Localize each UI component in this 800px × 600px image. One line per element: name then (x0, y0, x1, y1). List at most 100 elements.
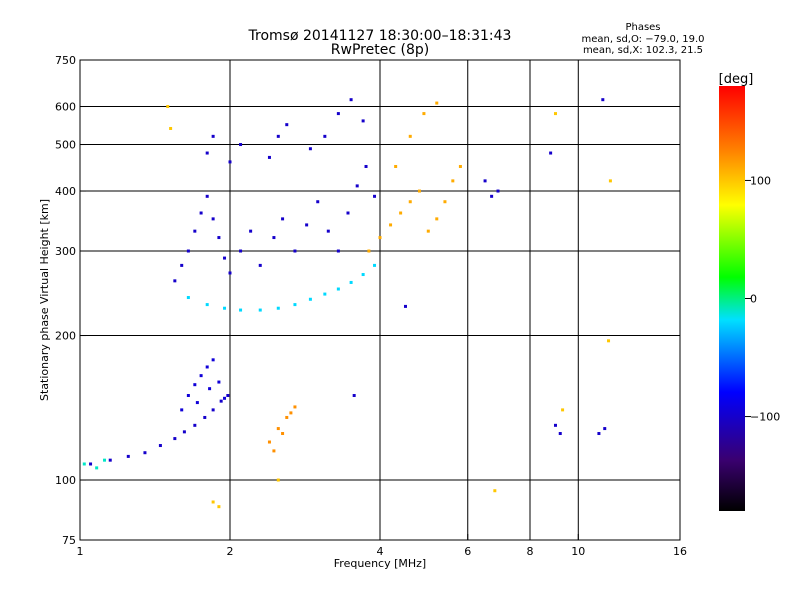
data-point (211, 500, 215, 504)
data-point (490, 194, 494, 198)
data-point (186, 296, 190, 300)
data-point (336, 287, 340, 291)
data-point (289, 411, 293, 415)
data-point (195, 401, 199, 405)
data-point (276, 478, 280, 482)
colorbar (719, 86, 745, 511)
y-tick-label: 500 (55, 139, 76, 152)
data-point (223, 256, 227, 260)
data-point (108, 458, 112, 462)
data-point (346, 211, 350, 215)
grid-lines (80, 60, 680, 540)
data-point (349, 98, 353, 102)
data-point (483, 179, 487, 183)
x-tick-label: 6 (464, 545, 471, 558)
x-tick-label: 1 (77, 545, 84, 558)
data-point (408, 134, 412, 138)
data-point (417, 189, 421, 193)
data-point (496, 189, 500, 193)
data-point (378, 236, 382, 240)
data-point (169, 126, 173, 130)
stats-x-mode: mean, sd,X: 102.3, 21.5 (583, 45, 703, 56)
data-point (601, 98, 605, 102)
data-point (558, 432, 562, 436)
data-point (603, 427, 607, 431)
data-point (228, 160, 232, 164)
data-point (89, 462, 93, 466)
data-point (443, 200, 447, 204)
data-point (608, 179, 612, 183)
data-point (435, 101, 439, 105)
data-point (549, 151, 553, 155)
data-point (323, 292, 327, 296)
data-point (352, 394, 356, 398)
data-point (217, 505, 221, 509)
data-point (208, 387, 212, 391)
data-point (166, 105, 170, 109)
data-point (281, 217, 285, 221)
x-axis-label: Frequency [MHz] (334, 557, 426, 570)
y-tick-label: 400 (55, 185, 76, 198)
y-tick-label: 750 (55, 54, 76, 67)
x-tick-label: 10 (571, 545, 585, 558)
data-point (305, 223, 309, 227)
data-point (211, 408, 215, 412)
data-point (158, 444, 162, 448)
data-point (258, 263, 262, 267)
data-point (180, 263, 184, 267)
colorbar-label: [deg] (719, 72, 754, 87)
data-point (203, 415, 207, 419)
data-point (267, 440, 271, 444)
colorbar-tick-label: 0 (750, 293, 757, 306)
data-point (561, 408, 565, 412)
data-point (180, 408, 184, 412)
chart-subtitle: RwPretec (8p) (331, 42, 429, 58)
data-point (361, 119, 365, 123)
data-point (364, 164, 368, 168)
data-point (316, 200, 320, 204)
y-axis-label: Stationary phase Virtual Height [km] (38, 199, 51, 401)
y-axis-ticks: 75 100 200 300 400 500 600 750 (55, 54, 86, 547)
data-point (293, 405, 297, 409)
data-point (323, 134, 327, 138)
data-point (373, 194, 377, 198)
data-point (219, 399, 223, 403)
data-point (336, 112, 340, 116)
data-point (336, 249, 340, 253)
data-point (223, 306, 227, 310)
data-point (607, 339, 611, 343)
data-point (193, 383, 197, 387)
data-point (205, 151, 209, 155)
data-point (226, 394, 230, 398)
stats-heading: Phases (625, 22, 660, 33)
data-point (126, 454, 130, 458)
data-point (258, 308, 262, 312)
data-point (173, 279, 177, 283)
data-point (403, 304, 407, 308)
data-point (399, 211, 403, 215)
data-point (422, 112, 426, 116)
data-point (394, 164, 398, 168)
data-point (326, 229, 330, 233)
data-point (553, 423, 557, 427)
y-tick-label: 75 (62, 534, 76, 547)
x-axis-ticks: 1 2 4 6 8 10 16 (77, 534, 687, 558)
data-point (272, 449, 276, 453)
data-point (597, 432, 601, 436)
data-point (143, 451, 147, 455)
data-point (281, 432, 285, 436)
data-point (217, 380, 221, 384)
x-tick-label: 16 (673, 545, 687, 558)
data-point (211, 217, 215, 221)
data-point (205, 194, 209, 198)
data-point (276, 134, 280, 138)
data-point (553, 112, 557, 116)
data-point (95, 466, 99, 470)
data-point (272, 236, 276, 240)
data-point (367, 249, 371, 253)
data-point (308, 297, 312, 301)
data-point (349, 280, 353, 284)
chart-title: Tromsø 20141127 18:30:00–18:31:43 (248, 28, 512, 44)
data-point (293, 249, 297, 253)
data-point (451, 179, 455, 183)
